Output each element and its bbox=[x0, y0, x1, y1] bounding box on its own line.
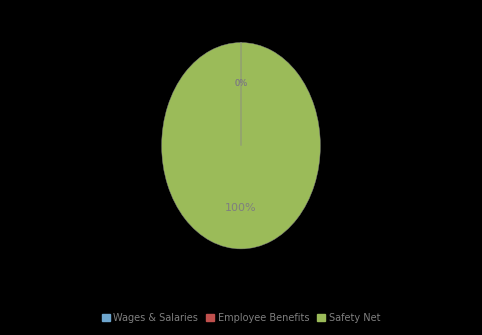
Text: 100%: 100% bbox=[225, 203, 257, 213]
Text: 0%: 0% bbox=[234, 79, 248, 88]
Legend: Wages & Salaries, Employee Benefits, Safety Net: Wages & Salaries, Employee Benefits, Saf… bbox=[98, 309, 384, 327]
Wedge shape bbox=[161, 43, 321, 249]
Text: 0%: 0% bbox=[234, 79, 248, 88]
